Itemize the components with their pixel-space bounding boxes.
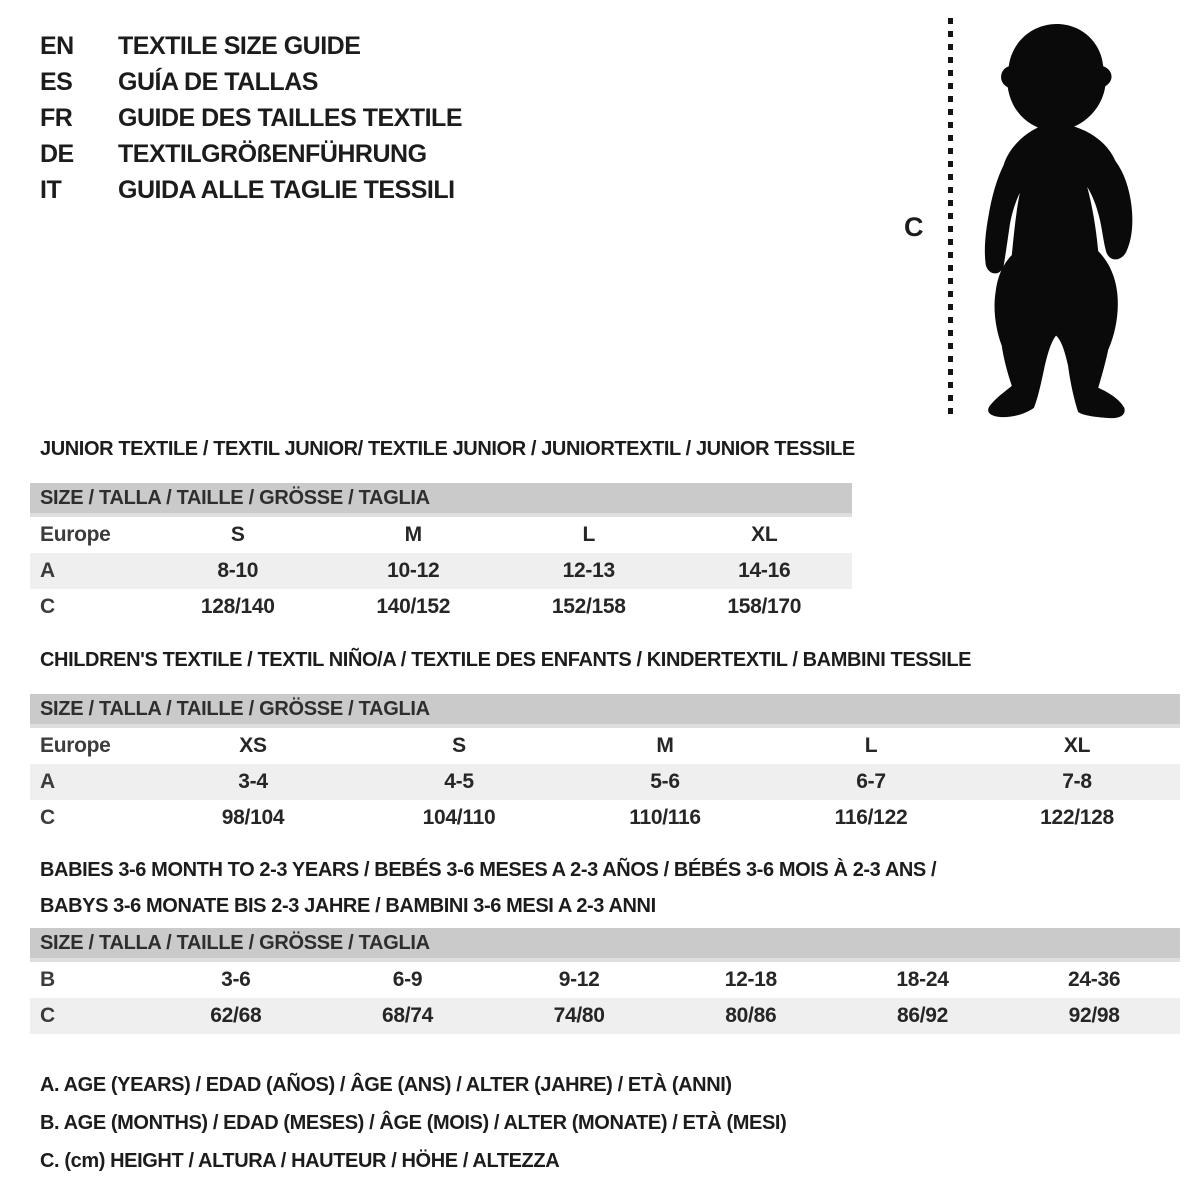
cell-value: S <box>452 734 466 757</box>
row-label: C <box>40 595 55 618</box>
language-row: ES GUÍA DE TALLAS <box>40 64 462 100</box>
cell-value: L <box>864 734 878 757</box>
cell-value: L <box>582 523 596 546</box>
cell-value: 62/68 <box>210 1004 262 1027</box>
cell-value: 68/74 <box>381 1004 434 1027</box>
section-title-children: CHILDREN'S TEXTILE / TEXTIL NIÑO/A / TEX… <box>30 648 1180 672</box>
cell-value: 12-13 <box>562 559 616 582</box>
cell-value: 110/116 <box>629 806 701 829</box>
row-label: C <box>40 806 55 829</box>
cell-value: 4-5 <box>444 770 474 793</box>
legend: A. AGE (YEARS) / EDAD (AÑOS) / ÂGE (ANS)… <box>40 1066 787 1180</box>
language-title: TEXTILGRÖßENFÜHRUNG <box>118 139 427 168</box>
toddler-silhouette-icon <box>984 24 1133 419</box>
cell-value: M <box>404 523 423 546</box>
cell-value: 140/152 <box>376 595 451 618</box>
cell-value: 14-16 <box>738 559 791 582</box>
language-row: EN TEXTILE SIZE GUIDE <box>40 28 462 64</box>
language-title: GUÍA DE TALLAS <box>118 67 318 96</box>
size-header-bar: SIZE / TALLA / TAILLE / GRÖSSE / TAGLIA <box>30 483 852 517</box>
cell-value: 3-4 <box>238 770 268 793</box>
table-row: C 98/104 104/110 110/116 116/122 122/128 <box>30 800 1180 836</box>
language-title: GUIDA ALLE TAGLIE TESSILI <box>118 175 455 204</box>
cell-value: 122/128 <box>1040 806 1114 829</box>
row-label: A <box>40 559 55 582</box>
section-title-line: BABIES 3-6 MONTH TO 2-3 YEARS / BEBÉS 3-… <box>40 859 937 881</box>
language-row: DE TEXTILGRÖßENFÜHRUNG <box>40 136 462 172</box>
size-table-babies: BABIES 3-6 MONTH TO 2-3 YEARS / BEBÉS 3-… <box>30 852 1180 1034</box>
language-code: ES <box>40 67 73 96</box>
language-title: GUIDE DES TAILLES TEXTILE <box>118 103 463 132</box>
table-row: C 62/68 68/74 74/80 80/86 86/92 92/98 <box>30 998 1180 1034</box>
cell-value: 8-10 <box>217 559 259 582</box>
cell-value: 158/170 <box>727 595 802 618</box>
size-table-junior: JUNIOR TEXTILE / TEXTIL JUNIOR/ TEXTILE … <box>30 437 855 625</box>
legend-line: A. AGE (YEARS) / EDAD (AÑOS) / ÂGE (ANS)… <box>40 1074 732 1096</box>
section-title-line: BABYS 3-6 MONATE BIS 2-3 JAHRE / BAMBINI… <box>40 895 656 917</box>
cell-value: 74/80 <box>553 1004 605 1027</box>
cell-value: 9-12 <box>558 968 600 991</box>
language-row: FR GUIDE DES TAILLES TEXTILE <box>40 100 463 136</box>
row-label: Europe <box>40 734 111 757</box>
cell-value: M <box>656 734 674 757</box>
table-row: C 128/140 140/152 152/158 158/170 <box>30 589 852 625</box>
cell-value: 6-7 <box>856 770 886 793</box>
cell-value: XS <box>239 734 267 757</box>
cell-value: 6-9 <box>392 968 423 991</box>
language-code: DE <box>40 139 74 168</box>
cell-value: 92/98 <box>1068 1004 1120 1027</box>
table-row: A 8-10 10-12 12-13 14-16 <box>30 553 852 589</box>
table-row: A 3-4 4-5 5-6 6-7 7-8 <box>30 764 1180 800</box>
cell-value: 152/158 <box>551 595 626 618</box>
section-title-line: JUNIOR TEXTILE / TEXTIL JUNIOR/ TEXTILE … <box>40 438 855 460</box>
cell-value: XL <box>1063 734 1091 757</box>
cell-value: 10-12 <box>387 559 440 582</box>
legend-line: B. AGE (MONTHS) / EDAD (MESES) / ÂGE (MO… <box>40 1112 787 1134</box>
size-header-bar: SIZE / TALLA / TAILLE / GRÖSSE / TAGLIA <box>30 694 1180 728</box>
cell-value: 12-18 <box>724 968 778 991</box>
cell-value: 7-8 <box>1062 770 1092 793</box>
cell-value: 3-6 <box>221 968 251 991</box>
cell-value: S <box>230 523 245 546</box>
height-measure-label: C <box>904 212 924 242</box>
language-code: IT <box>40 175 62 204</box>
height-dashed-line <box>948 18 953 418</box>
row-label: Europe <box>40 523 111 546</box>
size-table-children: CHILDREN'S TEXTILE / TEXTIL NIÑO/A / TEX… <box>30 648 1180 836</box>
cell-value: 98/104 <box>221 806 285 829</box>
cell-value: 128/140 <box>200 595 275 618</box>
language-code: FR <box>40 103 73 132</box>
cell-value: 86/92 <box>896 1004 949 1027</box>
table-row: Europe XS S M L XL <box>30 728 1180 764</box>
table-row: Europe S M L XL <box>30 517 852 553</box>
cell-value: 5-6 <box>650 770 680 793</box>
row-label: C <box>40 1004 55 1027</box>
legend-line: C. (cm) HEIGHT / ALTURA / HAUTEUR / HÖHE… <box>40 1150 560 1172</box>
section-title-line: CHILDREN'S TEXTILE / TEXTIL NIÑO/A / TEX… <box>40 649 972 671</box>
cell-value: 24-36 <box>1068 968 1121 991</box>
size-header-bar: SIZE / TALLA / TAILLE / GRÖSSE / TAGLIA <box>30 928 1180 962</box>
language-title: TEXTILE SIZE GUIDE <box>118 31 361 60</box>
cell-value: 116/122 <box>834 806 908 829</box>
row-label: A <box>40 770 55 793</box>
cell-value: 80/86 <box>725 1004 777 1027</box>
language-list: EN TEXTILE SIZE GUIDE ES GUÍA DE TALLAS FR GU… <box>40 28 463 208</box>
section-title-junior: JUNIOR TEXTILE / TEXTIL JUNIOR/ TEXTILE … <box>30 437 855 461</box>
cell-value: XL <box>751 523 778 546</box>
language-code: EN <box>40 31 74 60</box>
row-label: B <box>40 968 55 991</box>
section-title-babies: BABIES 3-6 MONTH TO 2-3 YEARS / BEBÉS 3-… <box>30 852 1180 924</box>
table-row: B 3-6 6-9 9-12 12-18 18-24 24-36 <box>30 962 1180 998</box>
cell-value: 104/110 <box>422 806 496 829</box>
language-row: IT GUIDA ALLE TAGLIE TESSILI <box>40 172 462 208</box>
cell-value: 18-24 <box>896 968 949 991</box>
